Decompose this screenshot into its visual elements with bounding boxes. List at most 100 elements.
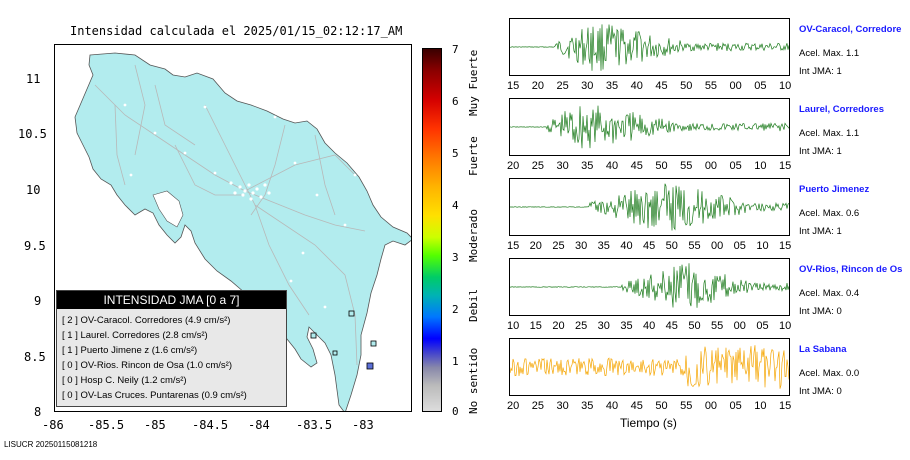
time-tick: 35 — [581, 400, 594, 412]
time-tick: 40 — [630, 80, 643, 92]
y-tick-8: 8 — [34, 405, 42, 419]
time-tick: 20 — [507, 400, 520, 412]
time-tick: 15 — [507, 240, 520, 252]
waveform — [509, 24, 790, 71]
time-tick: 05 — [729, 400, 742, 412]
station-name: Laurel, Corredores — [799, 104, 884, 115]
time-tick: 30 — [581, 80, 594, 92]
traces-xlabel: Tiempo (s) — [620, 416, 677, 430]
station-jma-intensity: Int JMA: 1 — [799, 226, 842, 237]
time-tick: 00 — [711, 240, 724, 252]
station-name: OV-Caracol, Corredore — [799, 24, 902, 35]
time-tick: 25 — [552, 240, 565, 252]
station-markers — [123, 103, 357, 309]
x-tick-85: -85 — [144, 418, 166, 432]
y-tick-11: 11 — [26, 72, 41, 86]
x-tick-84-5: -84.5 — [192, 418, 229, 432]
time-tick: 15 — [529, 320, 542, 332]
y-tick-10-5: 10.5 — [18, 127, 47, 141]
time-tick: 20 — [529, 240, 542, 252]
time-tick: 50 — [655, 160, 668, 172]
time-tick: 45 — [655, 80, 668, 92]
x-tick-84: -84 — [248, 418, 270, 432]
station-square-neily — [332, 350, 338, 356]
time-tick: 25 — [575, 320, 588, 332]
time-tick: 25 — [556, 80, 569, 92]
waveform — [509, 345, 790, 389]
time-tick: 50 — [655, 400, 668, 412]
time-tick: 10 — [779, 80, 792, 92]
station-square-highlight — [366, 362, 374, 370]
time-tick: 05 — [754, 80, 767, 92]
legend-entry: [ 0 ] OV-Rios. Rincon de Osa (1.0 cm/s²) — [62, 360, 232, 371]
time-tick: 55 — [711, 320, 724, 332]
station-square-rios — [310, 332, 317, 339]
waveform — [510, 263, 790, 308]
time-tick: 40 — [620, 240, 633, 252]
scale-label-4: 4 — [452, 199, 459, 212]
time-tick: 30 — [575, 240, 588, 252]
station-max-acceleration: Acel. Max. 0.4 — [799, 288, 860, 299]
time-tick: 35 — [581, 160, 594, 172]
scale-word-no-sentido: No sentido — [467, 347, 480, 414]
time-tick: 45 — [630, 400, 643, 412]
time-tick: 05 — [756, 320, 769, 332]
scale-word-fuerte: Fuerte — [467, 136, 480, 176]
time-tick: 20 — [552, 320, 565, 332]
waveform — [509, 105, 790, 149]
map-title: Intensidad calculada el 2025/01/15_02:12… — [70, 24, 403, 38]
time-tick: 35 — [605, 80, 619, 92]
legend-entry: [ 1 ] Laurel. Corredores (2.8 cm/s²) — [62, 330, 208, 341]
time-tick: 30 — [556, 160, 569, 172]
seismogram-panel — [509, 258, 790, 316]
station-square-caracol — [348, 310, 355, 317]
scale-label-3: 3 — [452, 251, 459, 264]
scale-label-6: 6 — [452, 95, 459, 108]
time-tick: 55 — [680, 400, 693, 412]
seismogram-panel — [509, 178, 790, 236]
time-tick: 40 — [605, 160, 619, 172]
gulf-of-nicoya — [152, 190, 184, 228]
time-tick: 40 — [643, 320, 656, 332]
time-tick: 15 — [779, 240, 792, 252]
time-tick: 50 — [688, 320, 701, 332]
time-tick: 05 — [733, 240, 746, 252]
costa-rica-map-svg — [74, 52, 411, 411]
y-tick-8-5: 8.5 — [24, 350, 46, 364]
x-tick-86: -86 — [42, 418, 64, 432]
time-axis-ticks: 20 25 30 35 40 45 50 55 00 05 10 15 — [507, 400, 792, 414]
waveform — [509, 183, 790, 231]
time-tick: 15 — [507, 80, 520, 92]
station-jma-intensity: Int JMA: 1 — [799, 66, 842, 77]
time-tick: 00 — [704, 400, 718, 412]
time-tick: 45 — [665, 320, 678, 332]
time-tick: 15 — [779, 400, 792, 412]
station-max-acceleration: Acel. Max. 0.6 — [799, 208, 860, 219]
station-name: OV-Rios, Rincon de Os — [799, 264, 903, 275]
time-axis-ticks: 20 25 30 35 40 45 50 55 00 05 10 15 — [507, 160, 791, 174]
time-tick: 45 — [643, 240, 656, 252]
time-tick: 30 — [597, 320, 610, 332]
y-tick-10: 10 — [26, 183, 41, 197]
intensity-color-scale — [422, 48, 442, 412]
time-tick: 00 — [729, 80, 742, 92]
seismogram-panel — [509, 338, 790, 396]
station-jma-intensity: Int JMA: 0 — [799, 306, 842, 317]
time-tick: 10 — [779, 320, 792, 332]
scale-label-0: 0 — [452, 405, 459, 418]
station-jma-intensity: Int JMA: 0 — [799, 386, 842, 397]
road-network — [94, 64, 366, 366]
station-jma-intensity: Int JMA: 1 — [799, 146, 842, 157]
legend-entry: [ 0 ] OV-Las Cruces. Puntarenas (0.9 cm/… — [62, 390, 247, 401]
scale-label-2: 2 — [452, 303, 459, 316]
time-tick: 10 — [754, 400, 767, 412]
station-name: La Sabana — [799, 344, 847, 355]
time-tick: 50 — [680, 80, 693, 92]
station-name: Puerto Jimenez — [799, 184, 870, 195]
y-tick-9: 9 — [34, 294, 42, 308]
seismogram-panel — [509, 18, 790, 76]
time-tick: 05 — [729, 160, 742, 172]
time-tick: 10 — [756, 240, 769, 252]
scale-label-7: 7 — [452, 43, 459, 56]
time-tick: 25 — [531, 160, 544, 172]
